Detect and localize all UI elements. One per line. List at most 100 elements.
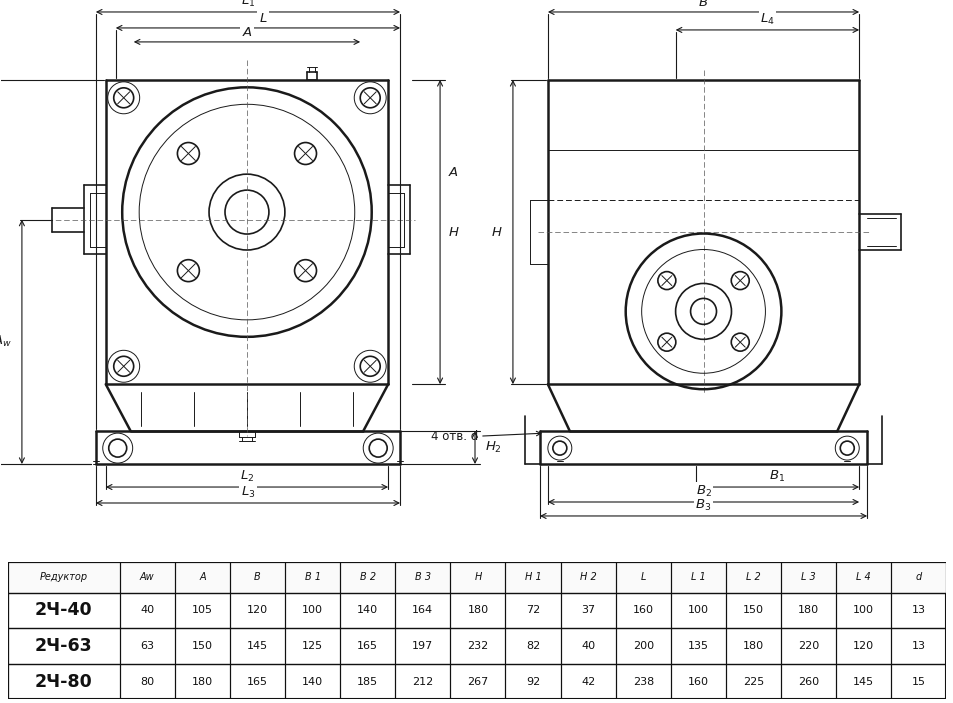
- Text: 42: 42: [580, 677, 595, 687]
- Bar: [230, 593, 285, 628]
- Text: 2Ч-40: 2Ч-40: [35, 601, 92, 619]
- Text: $L_3$: $L_3$: [240, 485, 255, 500]
- Bar: [615, 562, 670, 593]
- Bar: [119, 562, 174, 593]
- Text: 13: 13: [911, 605, 924, 615]
- Bar: [8, 664, 945, 699]
- Bar: [340, 628, 395, 664]
- Text: 40: 40: [140, 605, 154, 615]
- Bar: [505, 628, 560, 664]
- Bar: [8, 562, 945, 593]
- Text: 232: 232: [467, 641, 488, 651]
- Bar: [230, 664, 285, 699]
- Text: $L$: $L$: [258, 12, 267, 25]
- Bar: [340, 593, 395, 628]
- Bar: [835, 664, 890, 699]
- Text: 238: 238: [632, 677, 653, 687]
- Text: H 1: H 1: [524, 572, 541, 583]
- Bar: [835, 628, 890, 664]
- Text: $A$: $A$: [241, 26, 253, 39]
- Text: $H$: $H$: [448, 226, 459, 238]
- Text: 15: 15: [911, 677, 924, 687]
- Bar: [835, 593, 890, 628]
- Text: 125: 125: [302, 641, 323, 651]
- Bar: [174, 593, 230, 628]
- Bar: [174, 628, 230, 664]
- Text: 260: 260: [798, 677, 819, 687]
- Bar: [119, 593, 174, 628]
- Text: 105: 105: [192, 605, 213, 615]
- Text: $L_4$: $L_4$: [760, 12, 774, 27]
- Text: 165: 165: [356, 641, 377, 651]
- Text: $H$: $H$: [491, 226, 502, 238]
- Text: B 1: B 1: [304, 572, 320, 583]
- Bar: [285, 593, 340, 628]
- Bar: [781, 664, 835, 699]
- Text: $B_3$: $B_3$: [695, 498, 711, 513]
- Text: 164: 164: [412, 605, 433, 615]
- Text: 180: 180: [798, 605, 819, 615]
- Bar: [560, 593, 615, 628]
- Text: 120: 120: [247, 605, 268, 615]
- Bar: [8, 562, 119, 593]
- Bar: [450, 562, 505, 593]
- Text: 150: 150: [192, 641, 213, 651]
- Text: 160: 160: [687, 677, 708, 687]
- Text: 40: 40: [580, 641, 595, 651]
- Bar: [890, 664, 945, 699]
- Bar: [395, 562, 450, 593]
- Text: 2Ч-63: 2Ч-63: [35, 637, 92, 655]
- Bar: [395, 664, 450, 699]
- Bar: [8, 628, 945, 664]
- Text: 2Ч-80: 2Ч-80: [34, 673, 92, 690]
- Text: H 2: H 2: [579, 572, 596, 583]
- Bar: [890, 628, 945, 664]
- Text: 200: 200: [632, 641, 653, 651]
- Text: 180: 180: [742, 641, 763, 651]
- Bar: [615, 664, 670, 699]
- Text: $A_w$: $A_w$: [0, 334, 12, 349]
- Bar: [835, 562, 890, 593]
- Bar: [340, 664, 395, 699]
- Text: d: d: [915, 572, 921, 583]
- Bar: [890, 593, 945, 628]
- Bar: [670, 664, 725, 699]
- Bar: [119, 628, 174, 664]
- Text: Aw: Aw: [140, 572, 154, 583]
- Text: L 4: L 4: [856, 572, 870, 583]
- Bar: [395, 628, 450, 664]
- Text: 145: 145: [852, 677, 873, 687]
- Text: 220: 220: [797, 641, 819, 651]
- Text: 120: 120: [852, 641, 873, 651]
- Text: 197: 197: [412, 641, 433, 651]
- Text: 80: 80: [140, 677, 154, 687]
- Text: $B$: $B$: [698, 0, 708, 9]
- Bar: [781, 628, 835, 664]
- Text: L 3: L 3: [801, 572, 815, 583]
- Bar: [230, 628, 285, 664]
- Text: $B_2$: $B_2$: [695, 484, 711, 499]
- Bar: [8, 593, 945, 628]
- Text: $B_1$: $B_1$: [768, 469, 784, 484]
- Bar: [174, 664, 230, 699]
- Text: 100: 100: [852, 605, 873, 615]
- Bar: [560, 664, 615, 699]
- Bar: [560, 628, 615, 664]
- Bar: [285, 628, 340, 664]
- Text: 180: 180: [192, 677, 213, 687]
- Text: 267: 267: [467, 677, 488, 687]
- Text: L 2: L 2: [745, 572, 760, 583]
- Text: 140: 140: [302, 677, 323, 687]
- Text: 225: 225: [742, 677, 763, 687]
- Text: Редуктор: Редуктор: [40, 572, 88, 583]
- Text: 180: 180: [467, 605, 488, 615]
- Text: 92: 92: [525, 677, 539, 687]
- Text: 185: 185: [356, 677, 378, 687]
- Bar: [505, 562, 560, 593]
- Bar: [450, 628, 505, 664]
- Text: 100: 100: [302, 605, 323, 615]
- Text: $L_1$: $L_1$: [240, 0, 254, 9]
- Bar: [725, 628, 781, 664]
- Bar: [781, 562, 835, 593]
- Bar: [505, 593, 560, 628]
